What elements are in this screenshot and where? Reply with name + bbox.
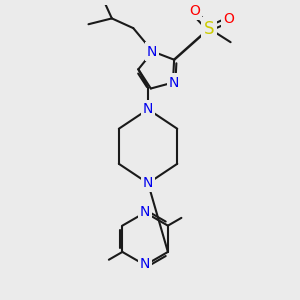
Text: N: N	[140, 206, 150, 220]
Text: N: N	[140, 257, 150, 271]
Text: S: S	[204, 20, 214, 38]
Text: N: N	[147, 44, 157, 58]
Text: O: O	[223, 12, 234, 26]
Text: N: N	[143, 176, 153, 190]
Text: N: N	[169, 76, 179, 90]
Text: N: N	[143, 102, 153, 116]
Text: O: O	[189, 4, 200, 18]
